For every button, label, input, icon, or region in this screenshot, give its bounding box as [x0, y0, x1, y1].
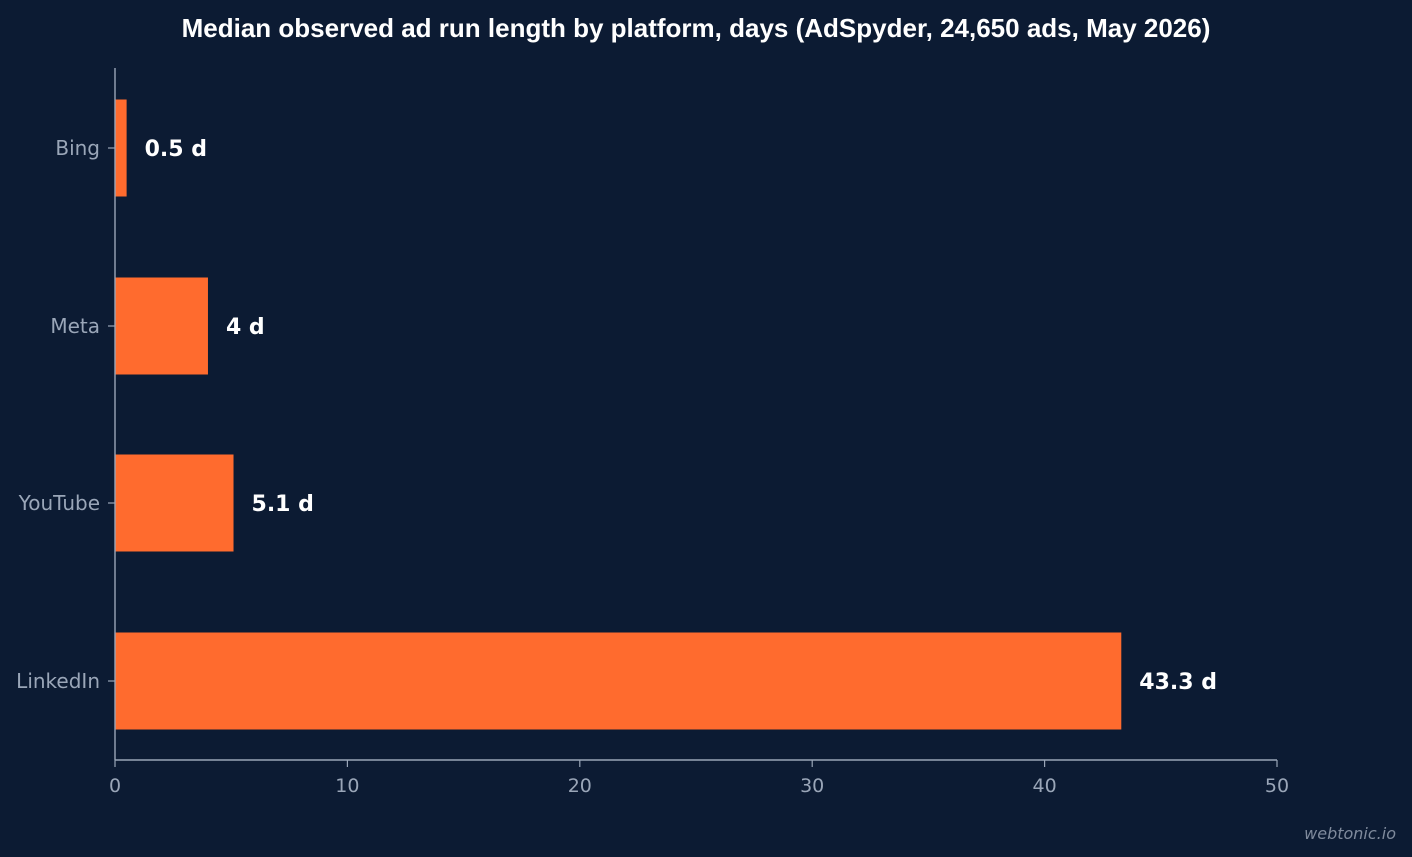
data-label-meta: 4 d — [226, 315, 265, 340]
category-label-linkedin: LinkedIn — [16, 669, 100, 693]
category-label-youtube: YouTube — [18, 491, 100, 515]
bar-bing — [115, 99, 127, 197]
category-label-meta: Meta — [50, 314, 100, 338]
axes-layer: Bing Meta YouTube LinkedIn 0 10 20 30 40 50 — [16, 68, 1289, 797]
chart-title: Median observed ad run length by platfor… — [182, 13, 1211, 43]
x-tick-label-0: 0 — [109, 775, 121, 797]
bars-layer: 0.5 d 4 d 5.1 d 43.3 d — [115, 99, 1217, 730]
data-label-youtube: 5.1 d — [252, 492, 314, 517]
data-label-bing: 0.5 d — [145, 137, 207, 162]
bar-meta — [115, 277, 208, 375]
bar-linkedin — [115, 632, 1122, 730]
x-tick-label-10: 10 — [335, 775, 359, 797]
x-tick-label-30: 30 — [800, 775, 824, 797]
watermark: webtonic.io — [1304, 824, 1396, 843]
data-label-linkedin: 43.3 d — [1139, 670, 1217, 695]
x-tick-label-50: 50 — [1265, 775, 1289, 797]
x-tick-label-40: 40 — [1033, 775, 1057, 797]
bar-youtube — [115, 454, 234, 552]
category-label-bing: Bing — [55, 136, 100, 160]
x-tick-label-20: 20 — [568, 775, 592, 797]
